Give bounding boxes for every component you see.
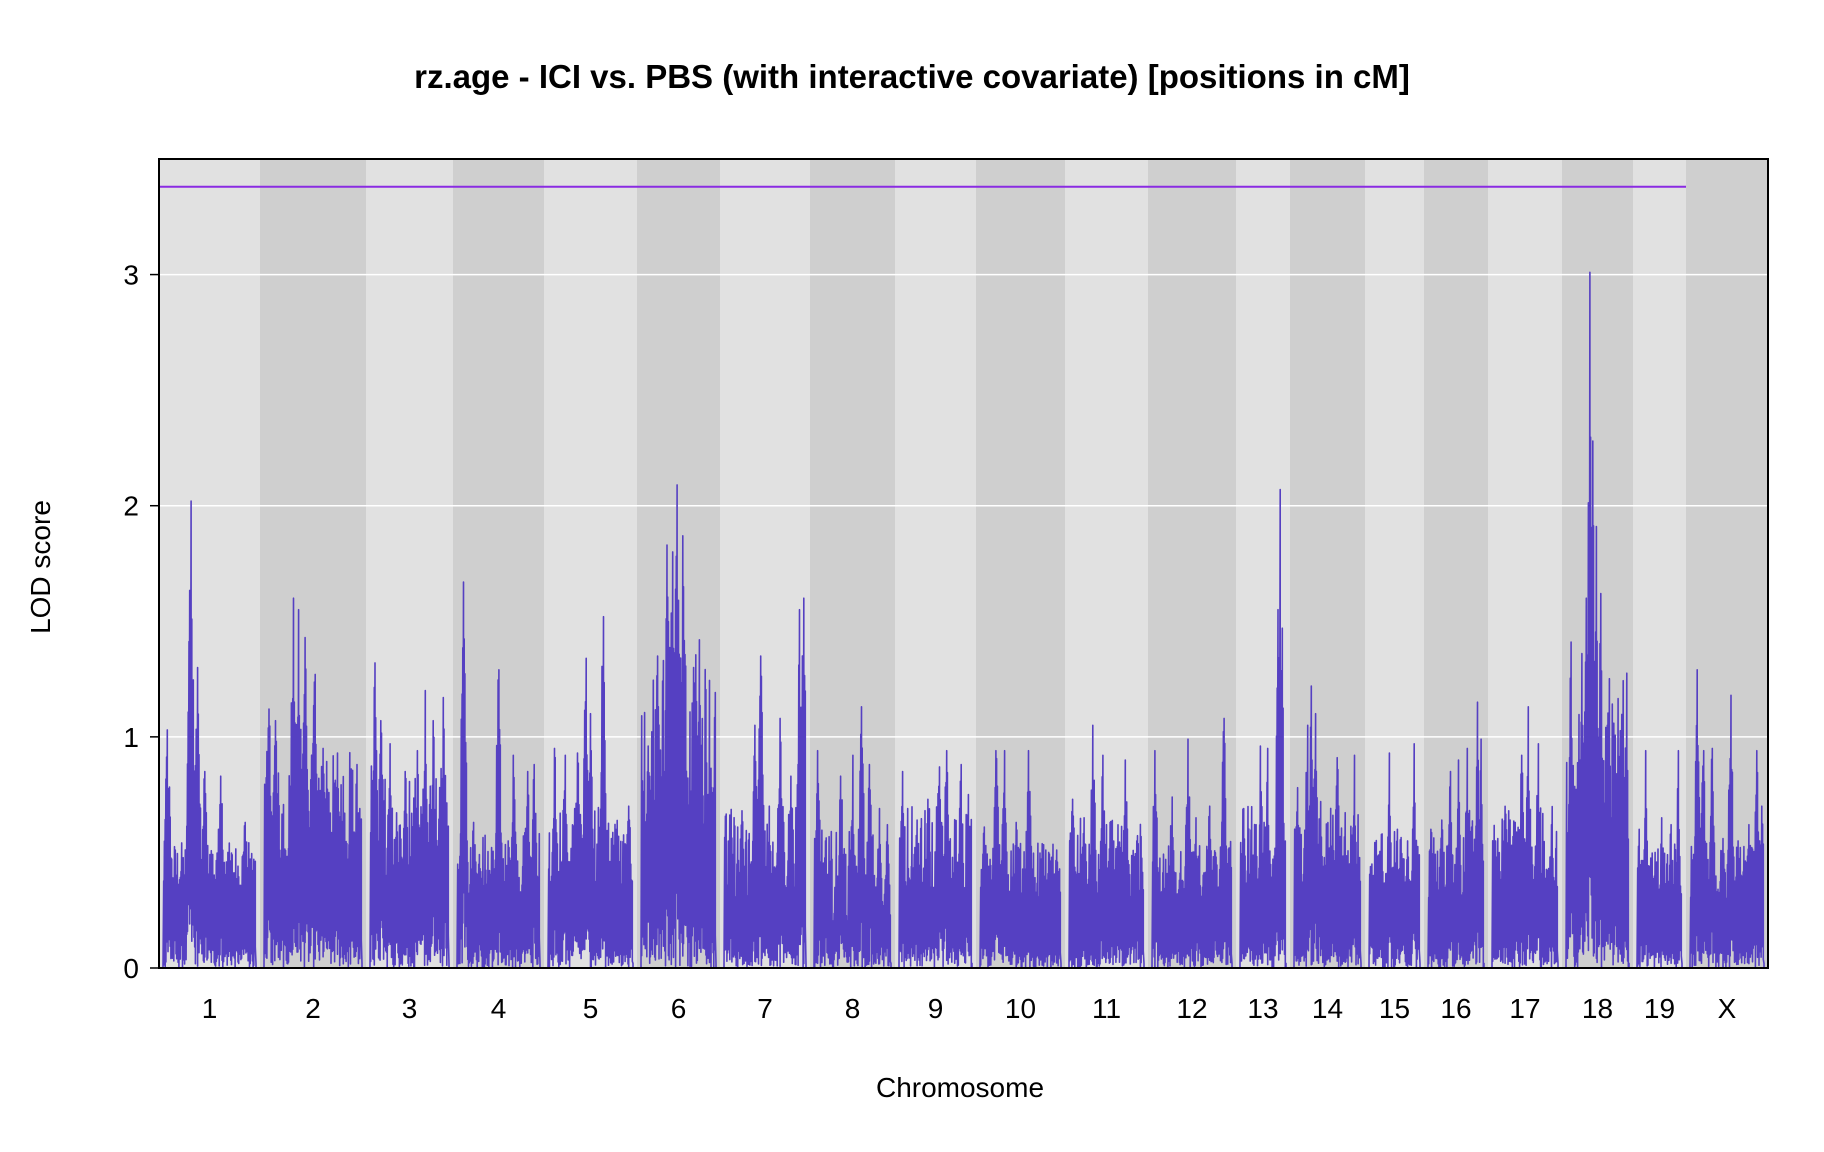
lod-curve-chr-X	[1689, 669, 1765, 969]
x-tick-label-chr-12: 12	[1176, 993, 1207, 1024]
x-tick-label-chr-3: 3	[402, 993, 418, 1024]
chromosome-band-1	[159, 159, 260, 968]
x-tick-label-chr-1: 1	[202, 993, 218, 1024]
lod-curve-chr-14	[1293, 685, 1362, 969]
lod-curve-chr-6	[640, 484, 717, 969]
y-tick-label-2: 2	[123, 491, 139, 522]
lod-curve-chr-2	[263, 597, 363, 969]
lod-curve-chr-19	[1636, 749, 1683, 969]
lod-curve-chr-3	[369, 662, 450, 969]
lod-curve-chr-7	[723, 597, 807, 969]
lod-curve-chr-9	[898, 749, 973, 969]
lod-curve-chr-17	[1491, 706, 1559, 969]
lod-curve-chr-15	[1368, 743, 1421, 969]
lod-curve-chr-12	[1151, 717, 1233, 969]
lod-curve-chr-16	[1427, 701, 1485, 969]
lod-curve-chr-1	[162, 500, 257, 969]
x-axis-ticks: 1 2 3 4 5 6 7 8 9 10 11 12 13 14 15 16 17 18 19 X	[202, 993, 1737, 1024]
x-axis-label: Chromosome	[875, 1072, 1045, 1103]
x-tick-label-chr-2: 2	[305, 993, 321, 1024]
x-tick-label-chr-9: 9	[928, 993, 944, 1024]
x-tick-label-chr-10: 10	[1005, 993, 1036, 1024]
chromosome-band-10	[976, 159, 1065, 968]
plot-frame	[158, 158, 1769, 969]
chromosome-band-17	[1488, 159, 1562, 968]
x-tick-label-chr-11: 11	[1092, 993, 1121, 1024]
y-tick-label-1: 1	[123, 722, 139, 753]
x-tick-label-chr-13: 13	[1247, 993, 1278, 1024]
x-tick-label-chr-17: 17	[1509, 993, 1540, 1024]
lod-curve-chr-18	[1565, 271, 1630, 969]
gridlines	[159, 273, 1768, 738]
lod-curve-chr-8	[813, 706, 892, 969]
x-tick-label-chr-19: 19	[1644, 993, 1675, 1024]
x-tick-label-chr-14: 14	[1312, 993, 1343, 1024]
lod-curve-chr-4	[456, 581, 541, 969]
y-axis-ticks: 0 1 2 3	[123, 260, 159, 984]
lod-curve-chr-10	[979, 749, 1062, 969]
x-tick-label-chr-7: 7	[757, 993, 773, 1024]
y-axis-label: LOD score	[25, 500, 56, 634]
y-tick-label-3: 3	[123, 260, 139, 291]
x-tick-label-chr-6: 6	[671, 993, 687, 1024]
x-tick-label-chr-X: X	[1718, 993, 1737, 1024]
lod-curve-chr-13	[1239, 488, 1287, 969]
chart-title: rz.age - ICI vs. PBS (with interactive c…	[414, 58, 1410, 95]
lod-curve-chr-5	[547, 615, 634, 969]
x-tick-label-chr-4: 4	[491, 993, 507, 1024]
x-tick-label-chr-8: 8	[845, 993, 861, 1024]
x-tick-label-chr-16: 16	[1440, 993, 1471, 1024]
y-tick-label-0: 0	[123, 953, 139, 984]
x-tick-label-chr-18: 18	[1582, 993, 1613, 1024]
lod-series	[162, 271, 1765, 969]
x-tick-label-chr-15: 15	[1379, 993, 1410, 1024]
lod-curve-chr-11	[1068, 724, 1145, 969]
x-tick-label-chr-5: 5	[583, 993, 599, 1024]
